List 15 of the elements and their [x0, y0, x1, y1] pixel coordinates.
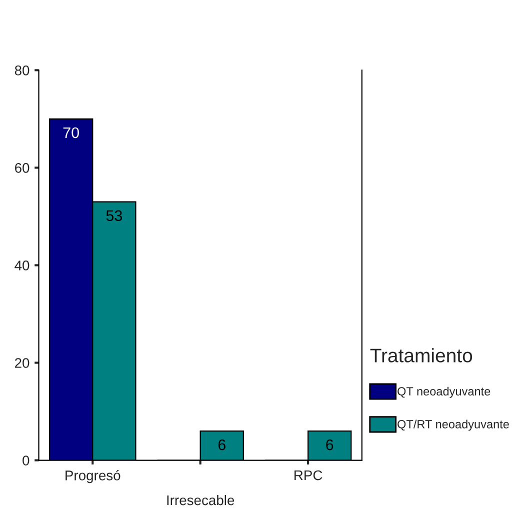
legend-label: QT/RT neoadyuvante — [398, 420, 509, 431]
x-tick-label: Progresó — [66, 470, 120, 484]
y-tick-label: 20 — [15, 358, 30, 368]
legend-label: QT neoadyuvante — [398, 386, 490, 398]
y-tick-label: 0 — [22, 456, 30, 466]
x-tick-label: Irresecable — [167, 494, 234, 506]
data-label: 70 — [63, 127, 79, 138]
y-tick-label: 40 — [14, 260, 30, 270]
data-label: 6 — [326, 439, 334, 450]
legend-title: Tratamiento — [370, 348, 472, 362]
x-tick-label: RPC — [294, 470, 322, 480]
data-label: 6 — [218, 439, 226, 450]
y-tick-label: 80 — [14, 66, 30, 76]
data-label: 53 — [106, 210, 122, 222]
y-tick-label: 60 — [15, 163, 30, 173]
